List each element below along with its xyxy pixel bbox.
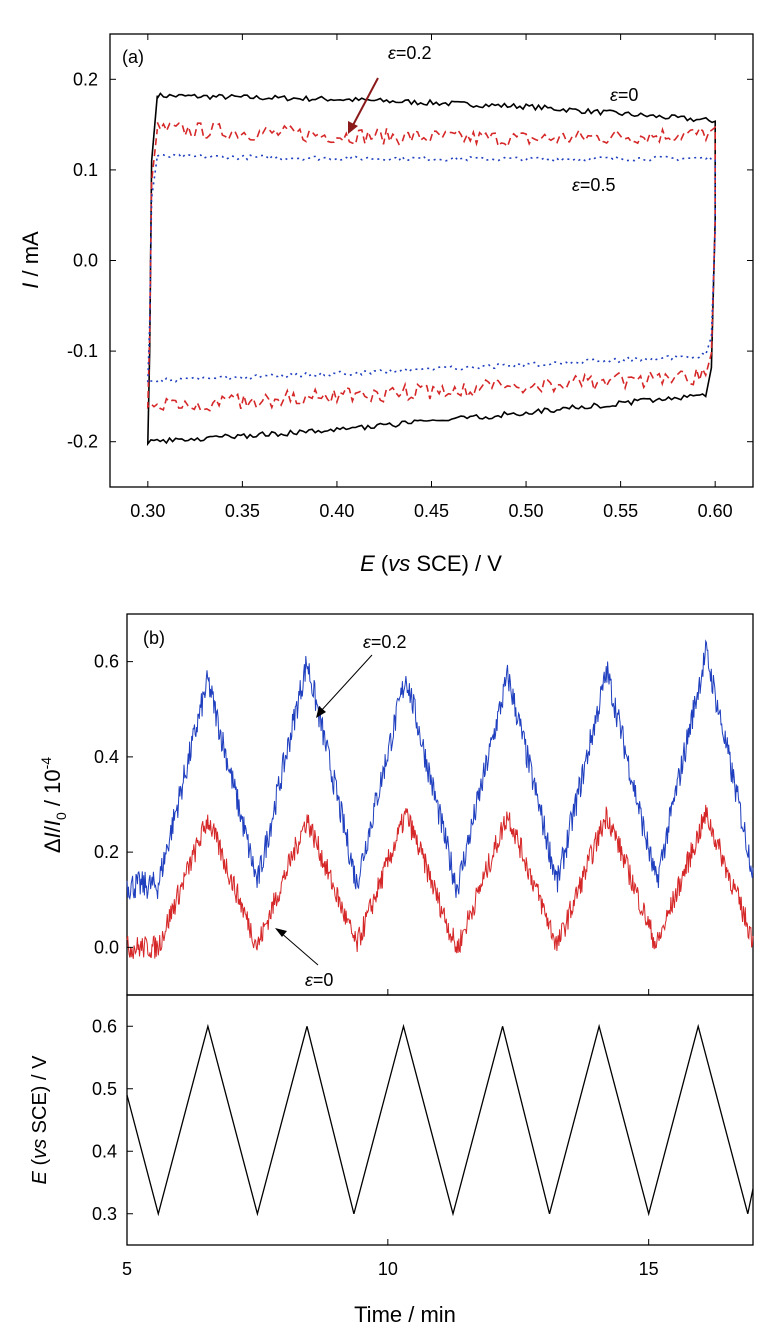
x-tick-label: 0.35 — [225, 501, 260, 521]
x-tick-label: 0.30 — [130, 501, 165, 521]
x-tick-label: 15 — [639, 1259, 659, 1279]
y-var: E — [29, 1170, 51, 1184]
y-unit: / 10 — [40, 769, 65, 812]
panel-c-potential-waveform: 5 10 15 0.3 0.4 0.5 0.6 Time / min E (vs SCE) … — [29, 994, 754, 1327]
x-tick-label: 0.50 — [509, 501, 544, 521]
epsilon-symbol: ε — [363, 632, 372, 652]
annotation-arrow-eps-0.2-b — [319, 654, 373, 713]
epsilon-symbol: ε — [610, 85, 619, 105]
series-eps-0-line — [146, 92, 716, 447]
annotation-value: =0 — [313, 970, 334, 990]
superscript-exponent: -4 — [38, 757, 54, 770]
annotation-arrow-eps-0-b — [279, 931, 319, 966]
panel-b-y-axis-label: ΔI/I0 / 10-4 — [38, 757, 69, 853]
x-rest: SCE) / V — [410, 551, 502, 576]
panel-a-series-group — [146, 92, 716, 447]
x-var: E — [360, 551, 375, 576]
annotation-eps-0.2-b: ε=0.2 — [363, 632, 406, 652]
panel-b-ticks: 0.0 0.2 0.4 0.6 — [94, 652, 650, 995]
panel-c-frame — [126, 994, 754, 1246]
y-tick-label: 0.6 — [92, 1016, 117, 1036]
annotation-eps-0-b: ε=0 — [305, 970, 333, 990]
x-tick-label: 5 — [122, 1259, 132, 1279]
annotation-arrowhead-b1 — [316, 706, 326, 718]
annotation-arrowhead-a — [348, 121, 358, 134]
x-tick-label: 0.60 — [698, 501, 733, 521]
annotation-arrowhead-b2 — [275, 928, 287, 937]
panel-a-cyclic-voltammogram: (a) 0.30 0.35 0.40 0.45 0.50 0.55 0.60 -0.2 -0.1… — [18, 33, 754, 576]
panel-c-y-axis-label: E (vs SCE) / V — [29, 1055, 51, 1185]
y-rest: / mA — [18, 231, 43, 283]
epsilon-symbol: ε — [388, 43, 397, 63]
panel-c-ticks: 5 10 15 0.3 0.4 0.5 0.6 — [92, 1016, 659, 1279]
y-tick-label: 0.2 — [94, 842, 119, 862]
annotation-arrow-eps-0.2-a — [351, 77, 379, 128]
series-eps-0.5-line — [146, 153, 716, 385]
series-eps-0-fluct-line — [126, 804, 754, 959]
panel-a-ticks: 0.30 0.35 0.40 0.45 0.50 0.55 0.60 -0.2 -0.1 0.0 0… — [67, 34, 753, 521]
panel-b-label: (b) — [143, 628, 165, 648]
annotation-value: =0.2 — [371, 632, 407, 652]
annotation-value: =0.5 — [580, 175, 616, 195]
y-rest: SCE) / V — [29, 1055, 51, 1139]
y-tick-label: 0.1 — [73, 160, 98, 180]
y-var: I — [18, 283, 43, 289]
y-tick-label: -0.1 — [67, 341, 98, 361]
x-tick-label: 0.45 — [414, 501, 449, 521]
subscript-zero: 0 — [53, 812, 69, 820]
annotation-value: =0.2 — [396, 43, 432, 63]
delta-symbol: Δ — [40, 838, 65, 853]
x-tick-label: 10 — [378, 1259, 398, 1279]
panel-c-series-group — [126, 1023, 754, 1217]
x-mid: ( — [375, 551, 389, 576]
y-ital: vs — [29, 1139, 51, 1159]
panel-a-label: (a) — [122, 47, 144, 67]
panel-b-series-group — [126, 639, 754, 959]
slash: / — [40, 825, 65, 832]
annotation-eps-0-a: ε=0 — [610, 85, 638, 105]
y-tick-label: 0.0 — [73, 251, 98, 271]
x-tick-label: 0.40 — [319, 501, 354, 521]
series-eps-0.2-line — [146, 121, 716, 412]
panel-c-x-axis-label: Time / min — [354, 1302, 456, 1327]
y-tick-label: 0.3 — [92, 1204, 117, 1224]
y-tick-label: 0.4 — [94, 747, 119, 767]
y-tick-label: 0.2 — [73, 69, 98, 89]
annotation-eps-0.2-a: ε=0.2 — [388, 43, 431, 63]
y-tick-label: 0.4 — [92, 1141, 117, 1161]
y-tick-label: -0.2 — [67, 432, 98, 452]
potential-triangle-wave-line — [126, 1023, 754, 1217]
epsilon-symbol: ε — [572, 175, 581, 195]
annotation-eps-0.5-a: ε=0.5 — [572, 175, 615, 195]
y-tick-label: 0.5 — [92, 1079, 117, 1099]
panel-a-x-axis-label: E (vs SCE) / V — [360, 551, 502, 576]
epsilon-symbol: ε — [305, 970, 314, 990]
y-tick-label: 0.6 — [94, 652, 119, 672]
y-tick-label: 0.0 — [94, 937, 119, 957]
panel-a-y-axis-label: I / mA — [18, 231, 43, 289]
series-eps-0.2-fluct-line — [126, 639, 754, 901]
y-var-i: I — [40, 832, 65, 838]
annotation-value: =0 — [618, 85, 639, 105]
panel-b-current-fluctuation: (b) 0.00.20.40.6 ε=0.2 ε=0 ΔI/I0 / 10-4 — [38, 613, 754, 996]
x-tick-label: 0.55 — [603, 501, 638, 521]
y-var-i0: I — [40, 820, 65, 826]
y-mid: ( — [29, 1159, 51, 1172]
x-ital: vs — [388, 551, 410, 576]
